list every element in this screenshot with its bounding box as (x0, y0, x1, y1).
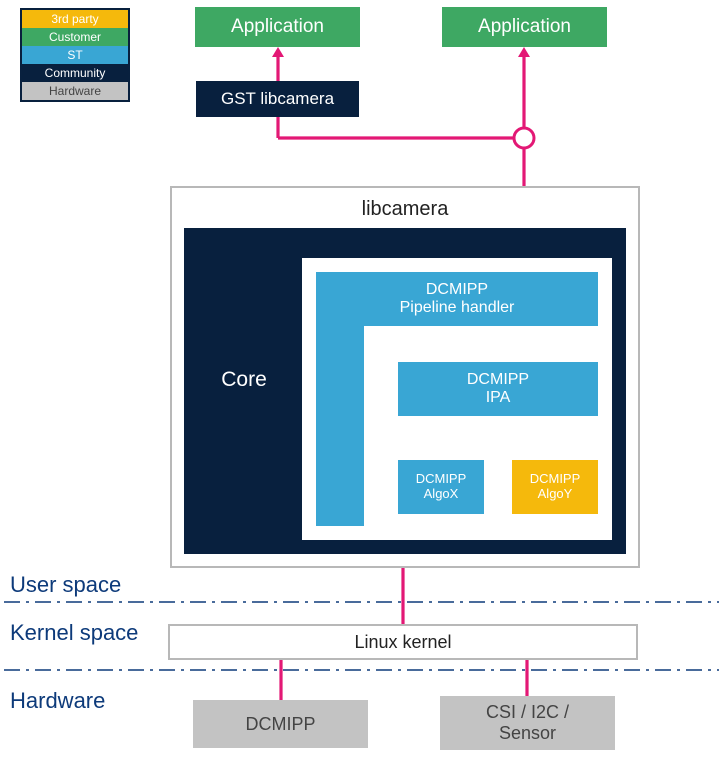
legend-box: 3rd partyCustomerSTCommunityHardware (20, 8, 130, 102)
box-algox-label: DCMIPP AlgoX (416, 472, 467, 502)
box-algox: DCMIPP AlgoX (398, 460, 484, 514)
box-app2-label: Application (478, 16, 571, 38)
diagram-root: { "canvas": { "width": 723, "height": 76… (0, 0, 723, 765)
box-dcmipp_hw-label: DCMIPP (245, 714, 315, 735)
box-csi_hw: CSI / I2C / Sensor (440, 696, 615, 750)
box-libcamera_title: libcamera (170, 196, 640, 222)
box-core_label-label: Core (221, 368, 267, 392)
box-algoy: DCMIPP AlgoY (512, 460, 598, 514)
box-gst: GST libcamera (196, 81, 359, 117)
box-ipa-label: DCMIPP IPA (467, 371, 529, 408)
box-l_shoulder (316, 326, 364, 526)
legend-row-customer: Customer (22, 28, 128, 46)
box-app2: Application (442, 7, 607, 47)
section-label-hardware: Hardware (10, 688, 105, 714)
legend-row-3rd-party: 3rd party (22, 10, 128, 28)
box-gst-label: GST libcamera (221, 89, 334, 109)
box-ipa: DCMIPP IPA (398, 362, 598, 416)
edge-junc-circle (514, 128, 534, 148)
legend-row-st: ST (22, 46, 128, 64)
box-app1-label: Application (231, 16, 324, 38)
box-pipeline: DCMIPP Pipeline handler (316, 272, 598, 326)
box-app1: Application (195, 7, 360, 47)
legend-row-hardware: Hardware (22, 82, 128, 100)
box-algoy-label: DCMIPP AlgoY (530, 472, 581, 502)
section-label-kernel-space: Kernel space (10, 620, 138, 646)
box-kernel-label: Linux kernel (354, 632, 451, 653)
section-label-user-space: User space (10, 572, 121, 598)
box-csi_hw-label: CSI / I2C / Sensor (486, 702, 569, 743)
legend-row-community: Community (22, 64, 128, 82)
box-dcmipp_hw: DCMIPP (193, 700, 368, 748)
box-core_label: Core (186, 360, 302, 400)
box-libcamera_title-label: libcamera (362, 198, 449, 221)
box-pipeline-label: DCMIPP Pipeline handler (400, 281, 515, 318)
edge-app1-down-arrowhead (272, 47, 284, 57)
edge-app2-down-arrowhead (518, 47, 530, 57)
box-kernel: Linux kernel (168, 624, 638, 660)
